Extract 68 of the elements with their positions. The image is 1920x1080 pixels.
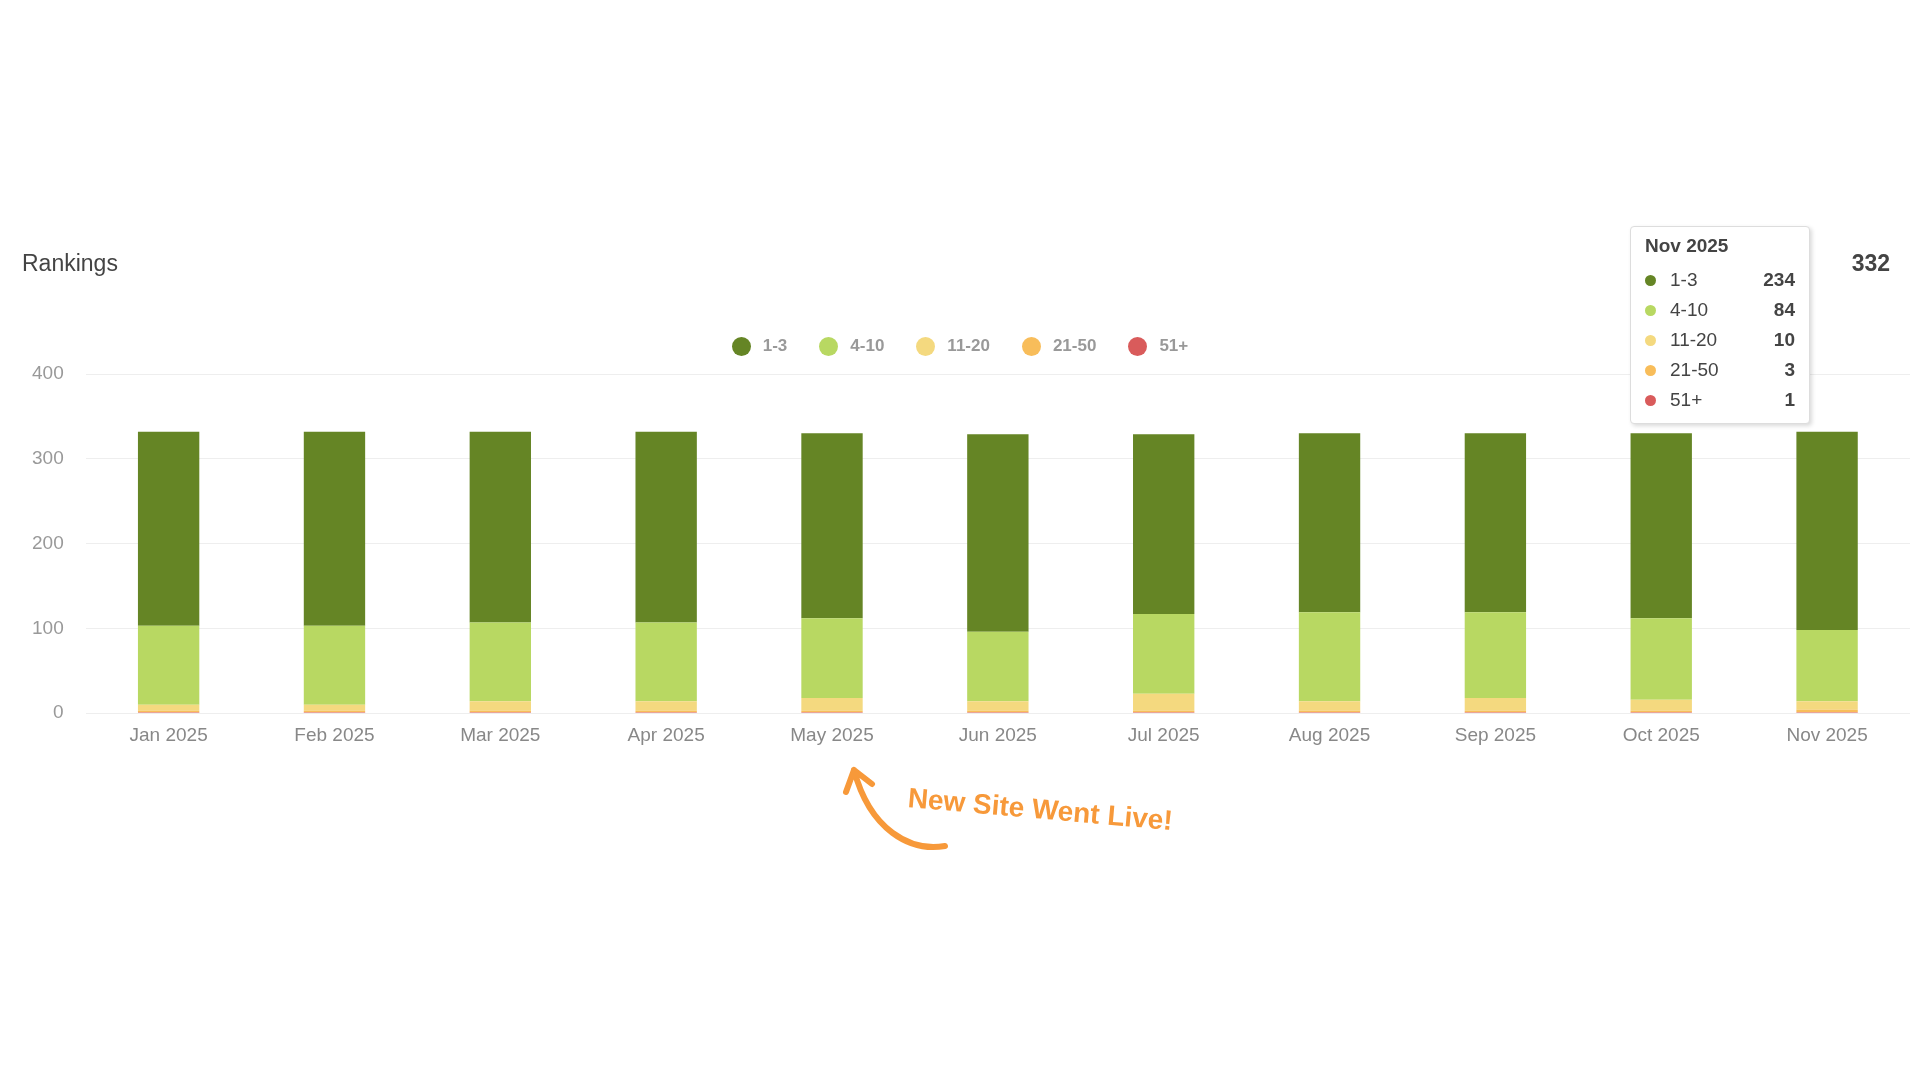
y-tick-label: 0 [53,701,64,723]
bar [1630,699,1692,711]
annotation: 3 [1784,359,1795,381]
y-tick-label: 100 [32,616,64,638]
bar [303,431,366,626]
legend-label: 4-10 [850,336,885,356]
legend-label: 1-3 [762,336,788,356]
text: Nov 2025 [1645,235,1730,258]
annotation: 1 [1784,389,1795,411]
x-tick-label: Mar 2025 [460,723,541,745]
bar [469,701,531,711]
bar [967,701,1029,711]
x-tick-label: Jul 2025 [1127,723,1200,745]
y-tick-label: 400 [32,362,64,384]
x-tick-label: Apr 2025 [627,723,705,745]
chart-title: Rankings [22,250,118,277]
bar [137,431,200,626]
bar [801,433,863,619]
bar [1133,434,1195,614]
bar [967,434,1029,632]
x-tick-label: Nov 2025 [1786,723,1868,745]
bar [469,431,531,623]
legend-label: 21-50 [1670,359,1720,381]
text: 21-50 [1052,336,1097,355]
text: 4-10 [1670,299,1709,320]
bar [1796,701,1858,710]
bar [635,431,697,623]
bar [1298,433,1361,613]
x-tick-label: Jun 2025 [958,723,1037,745]
text: 84 [1773,299,1795,321]
bar [1630,433,1692,619]
bar [1796,630,1858,702]
x-tick-label: Sep 2025 [1454,723,1537,745]
bar [1133,693,1195,711]
bar [303,704,366,711]
legend-label: 51+ [1670,389,1704,411]
bar [303,625,366,705]
bar [1298,701,1361,711]
bar [967,631,1029,702]
text: 11-20 [1670,329,1718,350]
legend-label: 11-20 [947,336,990,356]
bar [1464,433,1527,613]
bar [1298,612,1361,702]
bar [1464,697,1527,711]
text: New Site Went Live! [906,782,1174,838]
bar [801,697,863,711]
text: 332 [1851,250,1890,277]
bar [1630,618,1692,700]
x-tick-label: Jan 2025 [129,723,208,745]
bar [1133,613,1195,694]
bar [469,622,531,702]
text: 1-3 [1670,269,1698,290]
bar [635,701,697,711]
text: 10 [1773,329,1795,351]
bar [635,622,697,702]
y-tick-label: 300 [32,447,64,469]
y-tick-label: 200 [32,531,64,553]
bar [1464,612,1527,698]
bar [137,704,200,711]
x-tick-label: Feb 2025 [294,723,375,745]
x-tick-label: Aug 2025 [1288,723,1371,745]
bar [137,625,200,705]
bar [801,618,863,698]
text: 234 [1763,269,1795,291]
bar [1796,431,1858,631]
x-tick-label: May 2025 [790,723,874,745]
x-tick-label: Oct 2025 [1622,723,1700,745]
text: 51+ [1159,336,1189,355]
